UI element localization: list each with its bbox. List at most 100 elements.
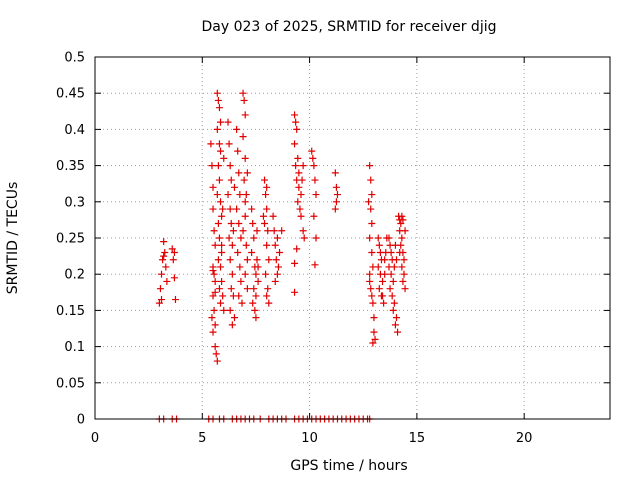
data-point — [220, 154, 228, 162]
data-point — [391, 321, 399, 329]
data-point — [291, 259, 299, 267]
data-point — [366, 234, 374, 242]
data-point — [368, 191, 376, 199]
data-point — [269, 212, 277, 220]
data-point — [265, 256, 273, 264]
data-point — [312, 191, 320, 199]
data-point — [264, 227, 272, 235]
data-point — [213, 357, 221, 365]
data-point — [252, 270, 260, 278]
data-point — [400, 270, 408, 278]
data-point — [271, 277, 279, 285]
data-points — [155, 89, 409, 423]
data-point — [214, 220, 222, 228]
data-point — [262, 191, 270, 199]
data-point — [169, 256, 177, 264]
data-point — [225, 140, 233, 148]
data-point — [397, 241, 405, 249]
data-point — [243, 169, 251, 177]
data-point — [295, 169, 303, 177]
data-point — [218, 277, 226, 285]
data-point — [163, 277, 171, 285]
data-point — [370, 314, 378, 322]
data-point — [214, 96, 222, 104]
data-point — [158, 270, 166, 278]
data-point — [241, 212, 249, 220]
data-point — [208, 314, 216, 322]
y-tick-label: 0.45 — [56, 87, 85, 102]
data-point — [234, 147, 242, 155]
data-point — [235, 220, 243, 228]
data-point — [311, 176, 319, 184]
data-point — [241, 111, 249, 119]
data-point — [292, 118, 300, 126]
data-point — [213, 125, 221, 133]
data-point — [230, 183, 238, 191]
data-point — [331, 169, 339, 177]
data-point — [218, 248, 226, 256]
axis-ticks: 0 0.05 0.1 0.15 0.2 0.25 0.3 0.35 0.4 0.45 0.5 0 5 10… — [56, 51, 610, 446]
data-point — [333, 191, 341, 199]
data-point — [394, 328, 402, 336]
data-point — [215, 234, 223, 242]
x-axis-title: GPS time / hours — [290, 458, 407, 474]
data-point — [366, 277, 374, 285]
data-point — [367, 176, 375, 184]
data-point — [401, 285, 409, 293]
data-point — [293, 245, 301, 253]
data-point — [399, 216, 407, 224]
data-point — [298, 176, 306, 184]
x-tick-label: 15 — [409, 431, 426, 446]
data-point — [367, 205, 375, 213]
data-point — [226, 256, 234, 264]
data-point — [273, 234, 281, 242]
data-point — [217, 198, 225, 206]
data-point — [214, 162, 222, 170]
data-point — [381, 270, 389, 278]
data-point — [278, 227, 286, 235]
data-point — [296, 205, 304, 213]
data-point — [261, 176, 269, 184]
data-point — [369, 299, 377, 307]
data-point — [239, 227, 247, 235]
data-point — [249, 299, 257, 307]
data-point — [374, 234, 382, 242]
data-point — [308, 147, 316, 155]
y-axis-title: SRMTID / TECUs — [5, 182, 21, 295]
data-point — [218, 241, 226, 249]
data-point — [252, 292, 260, 300]
grid-lines — [95, 57, 610, 419]
data-point — [299, 162, 307, 170]
data-point — [263, 205, 271, 213]
data-point — [399, 277, 407, 285]
y-tick-label: 0.15 — [56, 304, 85, 319]
data-point — [398, 263, 406, 271]
data-point — [294, 154, 302, 162]
data-point — [273, 270, 281, 278]
data-point — [170, 248, 178, 256]
data-point — [241, 154, 249, 162]
data-point — [368, 292, 376, 300]
data-point — [236, 191, 244, 199]
y-tick-label: 0.05 — [56, 376, 85, 391]
data-point — [209, 183, 217, 191]
x-tick-label: 5 — [198, 431, 206, 446]
data-point — [291, 288, 299, 296]
data-point — [239, 133, 247, 141]
data-point — [253, 256, 261, 264]
data-point — [310, 162, 318, 170]
data-point — [297, 212, 305, 220]
data-point — [230, 314, 238, 322]
data-point — [155, 299, 163, 307]
y-tick-label: 0.1 — [64, 340, 85, 355]
data-point — [332, 198, 340, 206]
data-point — [385, 234, 393, 242]
data-point — [240, 96, 248, 104]
data-point — [250, 285, 258, 293]
y-tick-label: 0.3 — [64, 195, 85, 210]
data-point — [398, 234, 406, 242]
data-point — [274, 263, 282, 271]
data-point — [213, 191, 221, 199]
data-point — [210, 270, 218, 278]
